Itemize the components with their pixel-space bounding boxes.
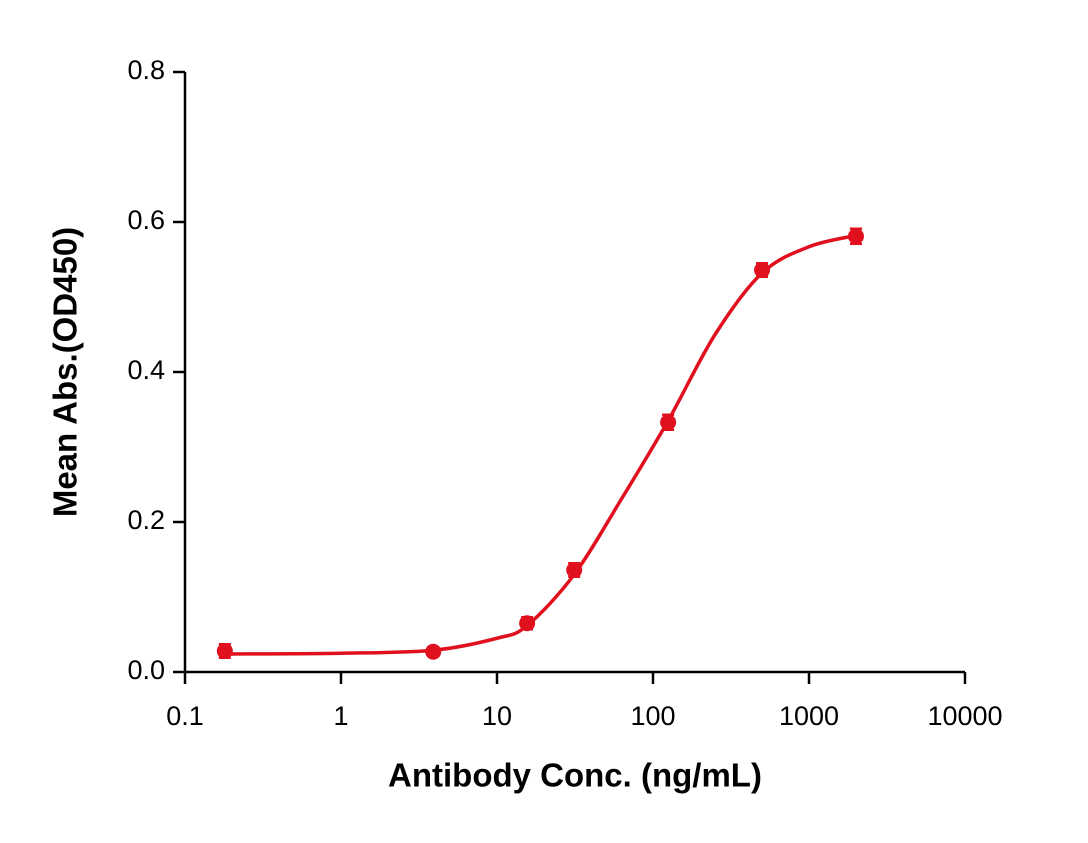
y-axis-title: Mean Abs.(OD450) [47,227,84,517]
fit-curve [224,233,857,656]
y-tick-label: 0.6 [127,205,165,235]
data-point [519,615,536,632]
data-point [660,414,677,431]
y-tick-label: 0.0 [127,655,165,685]
data-point [566,562,583,578]
y-tick-label: 0.4 [127,355,165,385]
data-point [216,643,233,659]
x-tick-label: 1000 [779,701,839,731]
x-tick-label: 0.1 [166,701,204,731]
x-axis-title: Antibody Conc. (ng/mL) [388,757,762,794]
data-point [425,643,442,660]
x-tick-label: 100 [630,701,675,731]
y-tick-label: 0.8 [127,55,165,85]
y-tick-label: 0.2 [127,505,165,535]
x-tick-label: 10000 [927,701,1002,731]
data-point [847,228,864,245]
x-tick-label: 10 [482,701,512,731]
data-point [754,262,771,278]
x-tick-label: 1 [333,701,348,731]
